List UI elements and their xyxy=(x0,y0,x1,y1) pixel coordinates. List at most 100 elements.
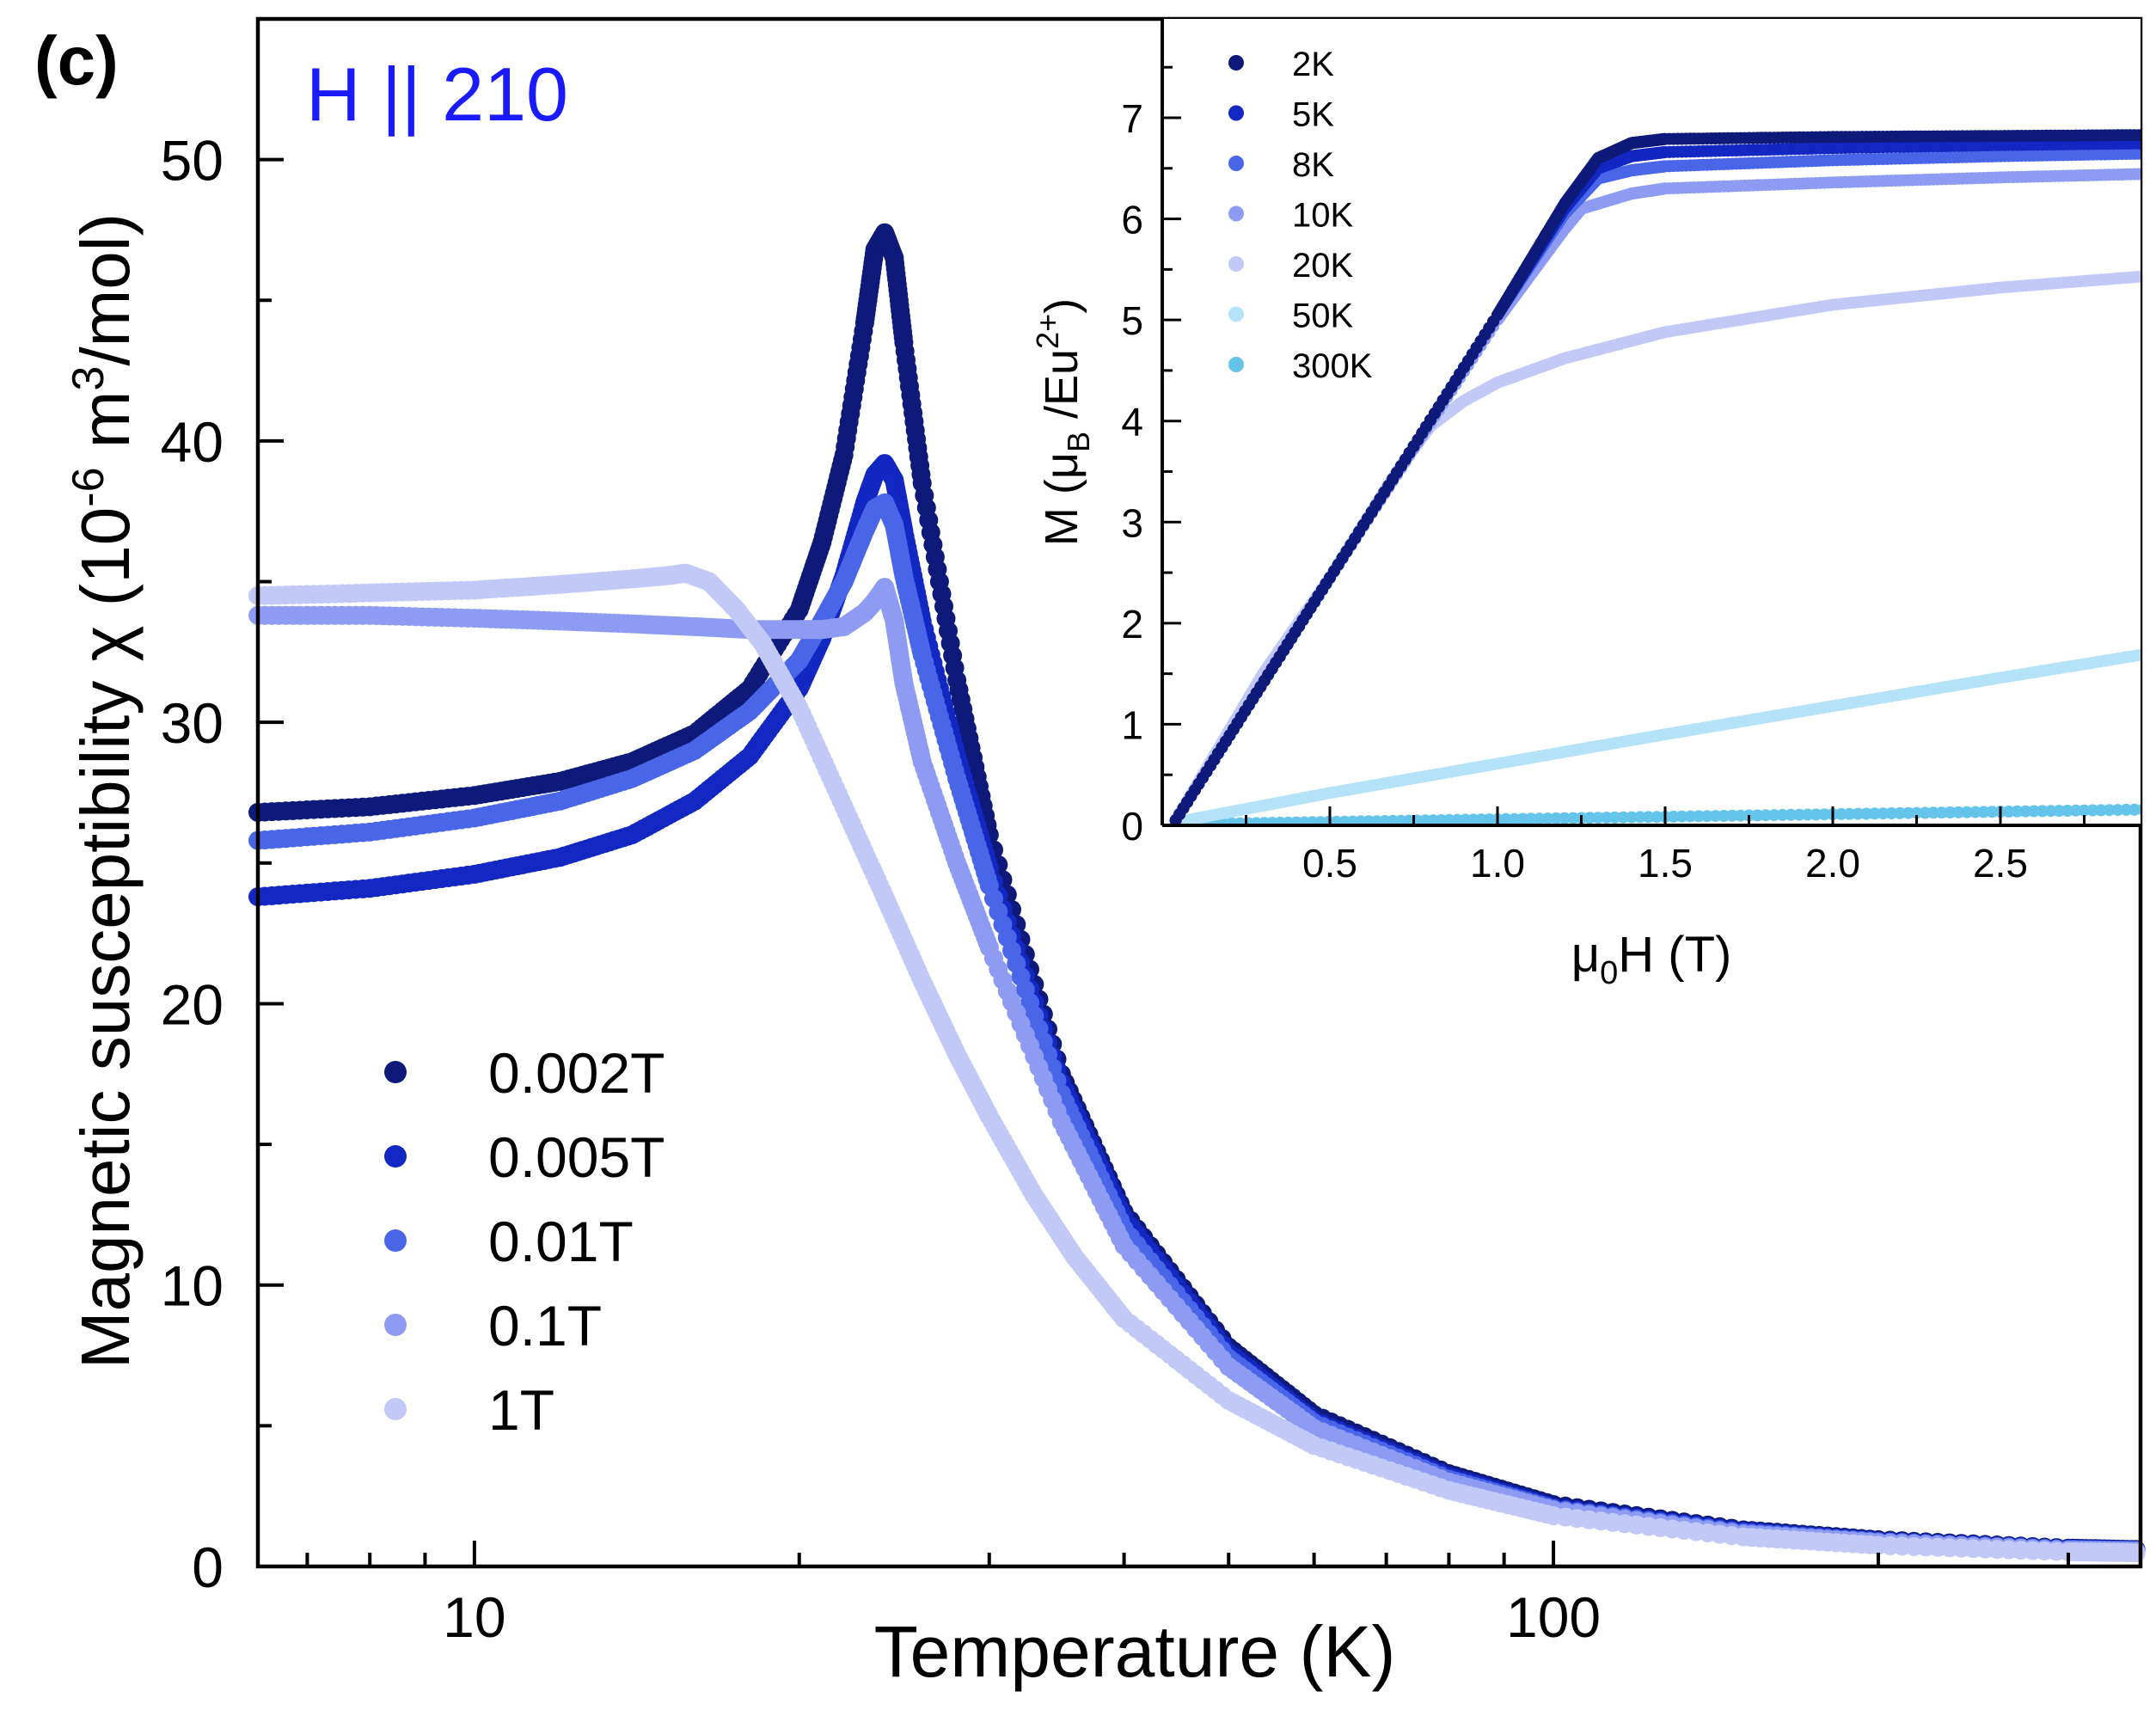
data-point xyxy=(1583,812,1596,824)
data-point xyxy=(2111,804,2124,817)
inset-legend-label: 50K xyxy=(1292,297,1353,335)
data-point xyxy=(1801,808,1814,821)
inset-y-tick-label: 1 xyxy=(1121,702,1143,747)
data-point xyxy=(2095,804,2107,817)
data-point xyxy=(2019,805,2032,818)
data-point xyxy=(2069,804,2082,817)
legend-item: 0.005T xyxy=(384,1125,665,1189)
data-point xyxy=(1516,812,1529,825)
inset-legend-item: 20K xyxy=(1228,247,1353,285)
inset-y-tick-label: 2 xyxy=(1121,602,1143,647)
data-point xyxy=(1700,810,1713,823)
data-point xyxy=(2053,805,2066,818)
inset-legend: 2K 5K 8K 10K 20K 50K 300K xyxy=(1228,46,1373,385)
data-point xyxy=(1969,806,1981,818)
data-point xyxy=(1852,807,1865,820)
data-point xyxy=(1919,806,1932,819)
data-point xyxy=(1508,812,1521,825)
data-point xyxy=(1693,810,1705,823)
legend-item: 1T xyxy=(384,1378,554,1442)
inset-legend-marker xyxy=(1228,256,1244,272)
data-point xyxy=(1566,812,1579,824)
inset-legend-item: 300K xyxy=(1228,347,1373,385)
data-point xyxy=(1718,810,1730,822)
data-point xyxy=(1952,806,1965,818)
inset-legend-label: 300K xyxy=(1292,347,1373,385)
inset-legend-marker xyxy=(1228,205,1244,222)
data-point xyxy=(1910,806,1923,819)
data-point xyxy=(1525,812,1537,825)
main-legend: 0.002T 0.005T 0.01T 0.1T 1T xyxy=(384,1041,665,1442)
data-point xyxy=(1961,806,1973,818)
legend-label: 1T xyxy=(488,1378,554,1442)
y-tick-label: 30 xyxy=(161,691,224,755)
legend-label: 0.005T xyxy=(488,1125,665,1189)
data-point xyxy=(1541,812,1554,825)
inset-x-tick-label: 1.5 xyxy=(1638,841,1693,886)
data-point xyxy=(1751,809,1764,822)
legend-label: 0.01T xyxy=(488,1210,634,1273)
inset-y-axis-title: M (μB /Eu2+) xyxy=(1030,298,1096,546)
inset-legend-label: 5K xyxy=(1292,96,1334,134)
data-point xyxy=(1894,806,1906,819)
data-point xyxy=(1726,809,1738,822)
inset-legend-item: 50K xyxy=(1228,297,1353,335)
data-point xyxy=(2002,806,2015,818)
inset-y-tick-label: 5 xyxy=(1121,298,1143,343)
data-point xyxy=(1818,808,1831,821)
inset-x-tick-label: 2.0 xyxy=(1805,841,1860,886)
inset-legend-item: 2K xyxy=(1228,46,1334,83)
inset-x-tick-label: 1.0 xyxy=(1470,841,1525,886)
data-point xyxy=(1600,812,1613,824)
data-point xyxy=(2044,805,2057,818)
legend-item: 0.01T xyxy=(384,1210,634,1273)
legend-item: 0.002T xyxy=(384,1041,665,1105)
legend-label: 0.1T xyxy=(488,1294,602,1358)
data-point xyxy=(1675,810,1688,823)
legend-marker xyxy=(384,1229,407,1252)
data-point xyxy=(1633,811,1646,824)
inset-y-tick-label: 3 xyxy=(1121,500,1143,545)
data-point xyxy=(1944,806,1957,818)
inset-legend-marker xyxy=(1228,306,1244,322)
inset-x-tick-label: 0.5 xyxy=(1302,841,1357,886)
inset-y-tick-label: 4 xyxy=(1121,400,1143,444)
data-point xyxy=(1810,808,1822,821)
y-tick-label: 40 xyxy=(161,410,224,474)
data-point xyxy=(2128,803,2141,816)
data-point xyxy=(2036,805,2049,818)
y-tick-label: 10 xyxy=(161,1254,224,1318)
data-point xyxy=(2120,803,2133,816)
data-point xyxy=(1785,808,1798,821)
data-point xyxy=(2136,648,2141,660)
legend-marker xyxy=(384,1145,407,1168)
inset-series-group xyxy=(1169,129,2141,825)
data-point xyxy=(2011,805,2024,818)
data-point xyxy=(2136,148,2141,160)
data-point xyxy=(1927,806,1939,819)
inset-y-tick-label: 7 xyxy=(1121,96,1143,141)
data-point xyxy=(1559,812,1571,824)
data-point xyxy=(1877,807,1890,820)
inset-legend-item: 5K xyxy=(1228,96,1334,134)
inset-series-50K xyxy=(1169,648,2141,825)
inset-legend-item: 10K xyxy=(1228,197,1353,235)
data-point xyxy=(1617,811,1630,824)
inset-legend-marker xyxy=(1228,105,1244,121)
inset-legend-label: 10K xyxy=(1292,197,1353,235)
data-point xyxy=(1986,806,1999,818)
legend-marker xyxy=(384,1314,407,1336)
main-y-axis-title: Magnetic susceptibility χ (10-6 m3/mol) xyxy=(64,213,144,1369)
data-point xyxy=(2086,804,2099,817)
data-point xyxy=(1642,811,1655,824)
data-point xyxy=(1776,808,1789,821)
y-tick-label: 50 xyxy=(161,129,224,193)
data-point xyxy=(1651,811,1663,824)
data-point xyxy=(1709,810,1722,823)
main-y-axis-ticks: 0 10 20 30 40 50 xyxy=(161,17,284,1599)
inset-legend-marker xyxy=(1228,156,1244,171)
main-series-group xyxy=(248,223,2146,1563)
inset-y-tick-label: 6 xyxy=(1121,198,1143,242)
data-point xyxy=(1793,808,1805,821)
